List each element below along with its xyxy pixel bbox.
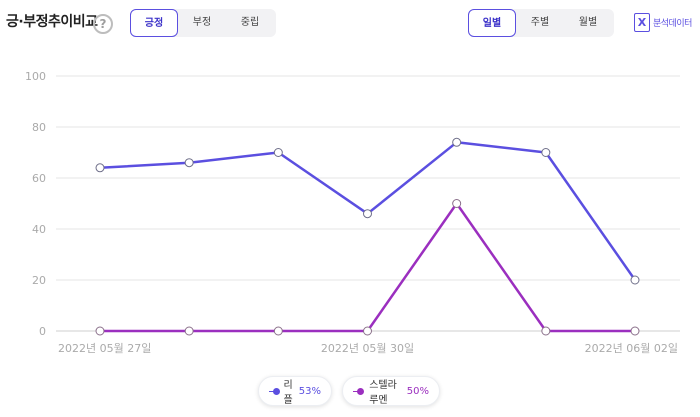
series-line: [100, 202, 635, 333]
export-data-button[interactable]: X 분석데이터: [634, 13, 692, 32]
period-toggle: 일별 주별 월별: [468, 9, 614, 37]
data-point: [273, 148, 283, 157]
tab-daily[interactable]: 일별: [468, 9, 516, 37]
data-point: [95, 326, 105, 336]
x-tick-label: 2022년 05월 30일: [321, 341, 414, 355]
data-point: [273, 326, 283, 336]
data-point: [541, 326, 551, 336]
export-data-label: 분석데이터: [653, 19, 692, 29]
data-point: [452, 137, 462, 147]
y-tick-label: 80: [32, 121, 46, 134]
data-point: [541, 148, 551, 157]
data-point: [184, 158, 194, 168]
legend-percent: 50%: [406, 385, 429, 397]
tab-monthly[interactable]: 월별: [578, 17, 598, 28]
tab-positive[interactable]: 긍정: [130, 9, 178, 37]
page-title: 긍·부정추이비교: [6, 14, 98, 30]
tab-neutral[interactable]: 중립: [240, 17, 260, 28]
legend-marker: [353, 387, 364, 395]
y-tick-label: 40: [32, 223, 46, 236]
data-point: [452, 199, 462, 208]
data-point: [184, 326, 194, 336]
excel-icon: X: [634, 13, 650, 32]
y-tick-label: 100: [25, 70, 46, 83]
data-point: [630, 326, 640, 336]
legend-item-ripple[interactable]: 리플 53%: [258, 376, 332, 406]
legend-marker: [269, 387, 279, 395]
help-icon[interactable]: ?: [93, 14, 113, 34]
tab-weekly[interactable]: 주별: [530, 17, 550, 28]
legend-item-stellar[interactable]: 스텔라루멘 50%: [342, 376, 440, 406]
data-point: [630, 275, 640, 285]
y-tick-label: 60: [32, 172, 46, 185]
y-tick-label: 0: [39, 325, 46, 338]
y-tick-label: 20: [32, 274, 46, 287]
line-chart: 0 20 40 60 80 100 2022년 05월 27일 2022년 05월 30일 20…: [25, 70, 680, 355]
legend-name: 스텔라루멘: [369, 380, 397, 406]
data-point: [363, 209, 372, 219]
data-point: [95, 163, 105, 173]
tab-negative[interactable]: 부정: [192, 17, 212, 28]
data-point: [363, 326, 372, 336]
legend-name: 리플: [283, 380, 293, 406]
legend-percent: 53%: [298, 385, 321, 397]
sentiment-toggle: 긍정 부정 중립: [130, 9, 276, 37]
x-tick-label: 2022년 05월 27일: [58, 341, 151, 355]
x-tick-label: 2022년 06월 02일: [585, 341, 678, 355]
